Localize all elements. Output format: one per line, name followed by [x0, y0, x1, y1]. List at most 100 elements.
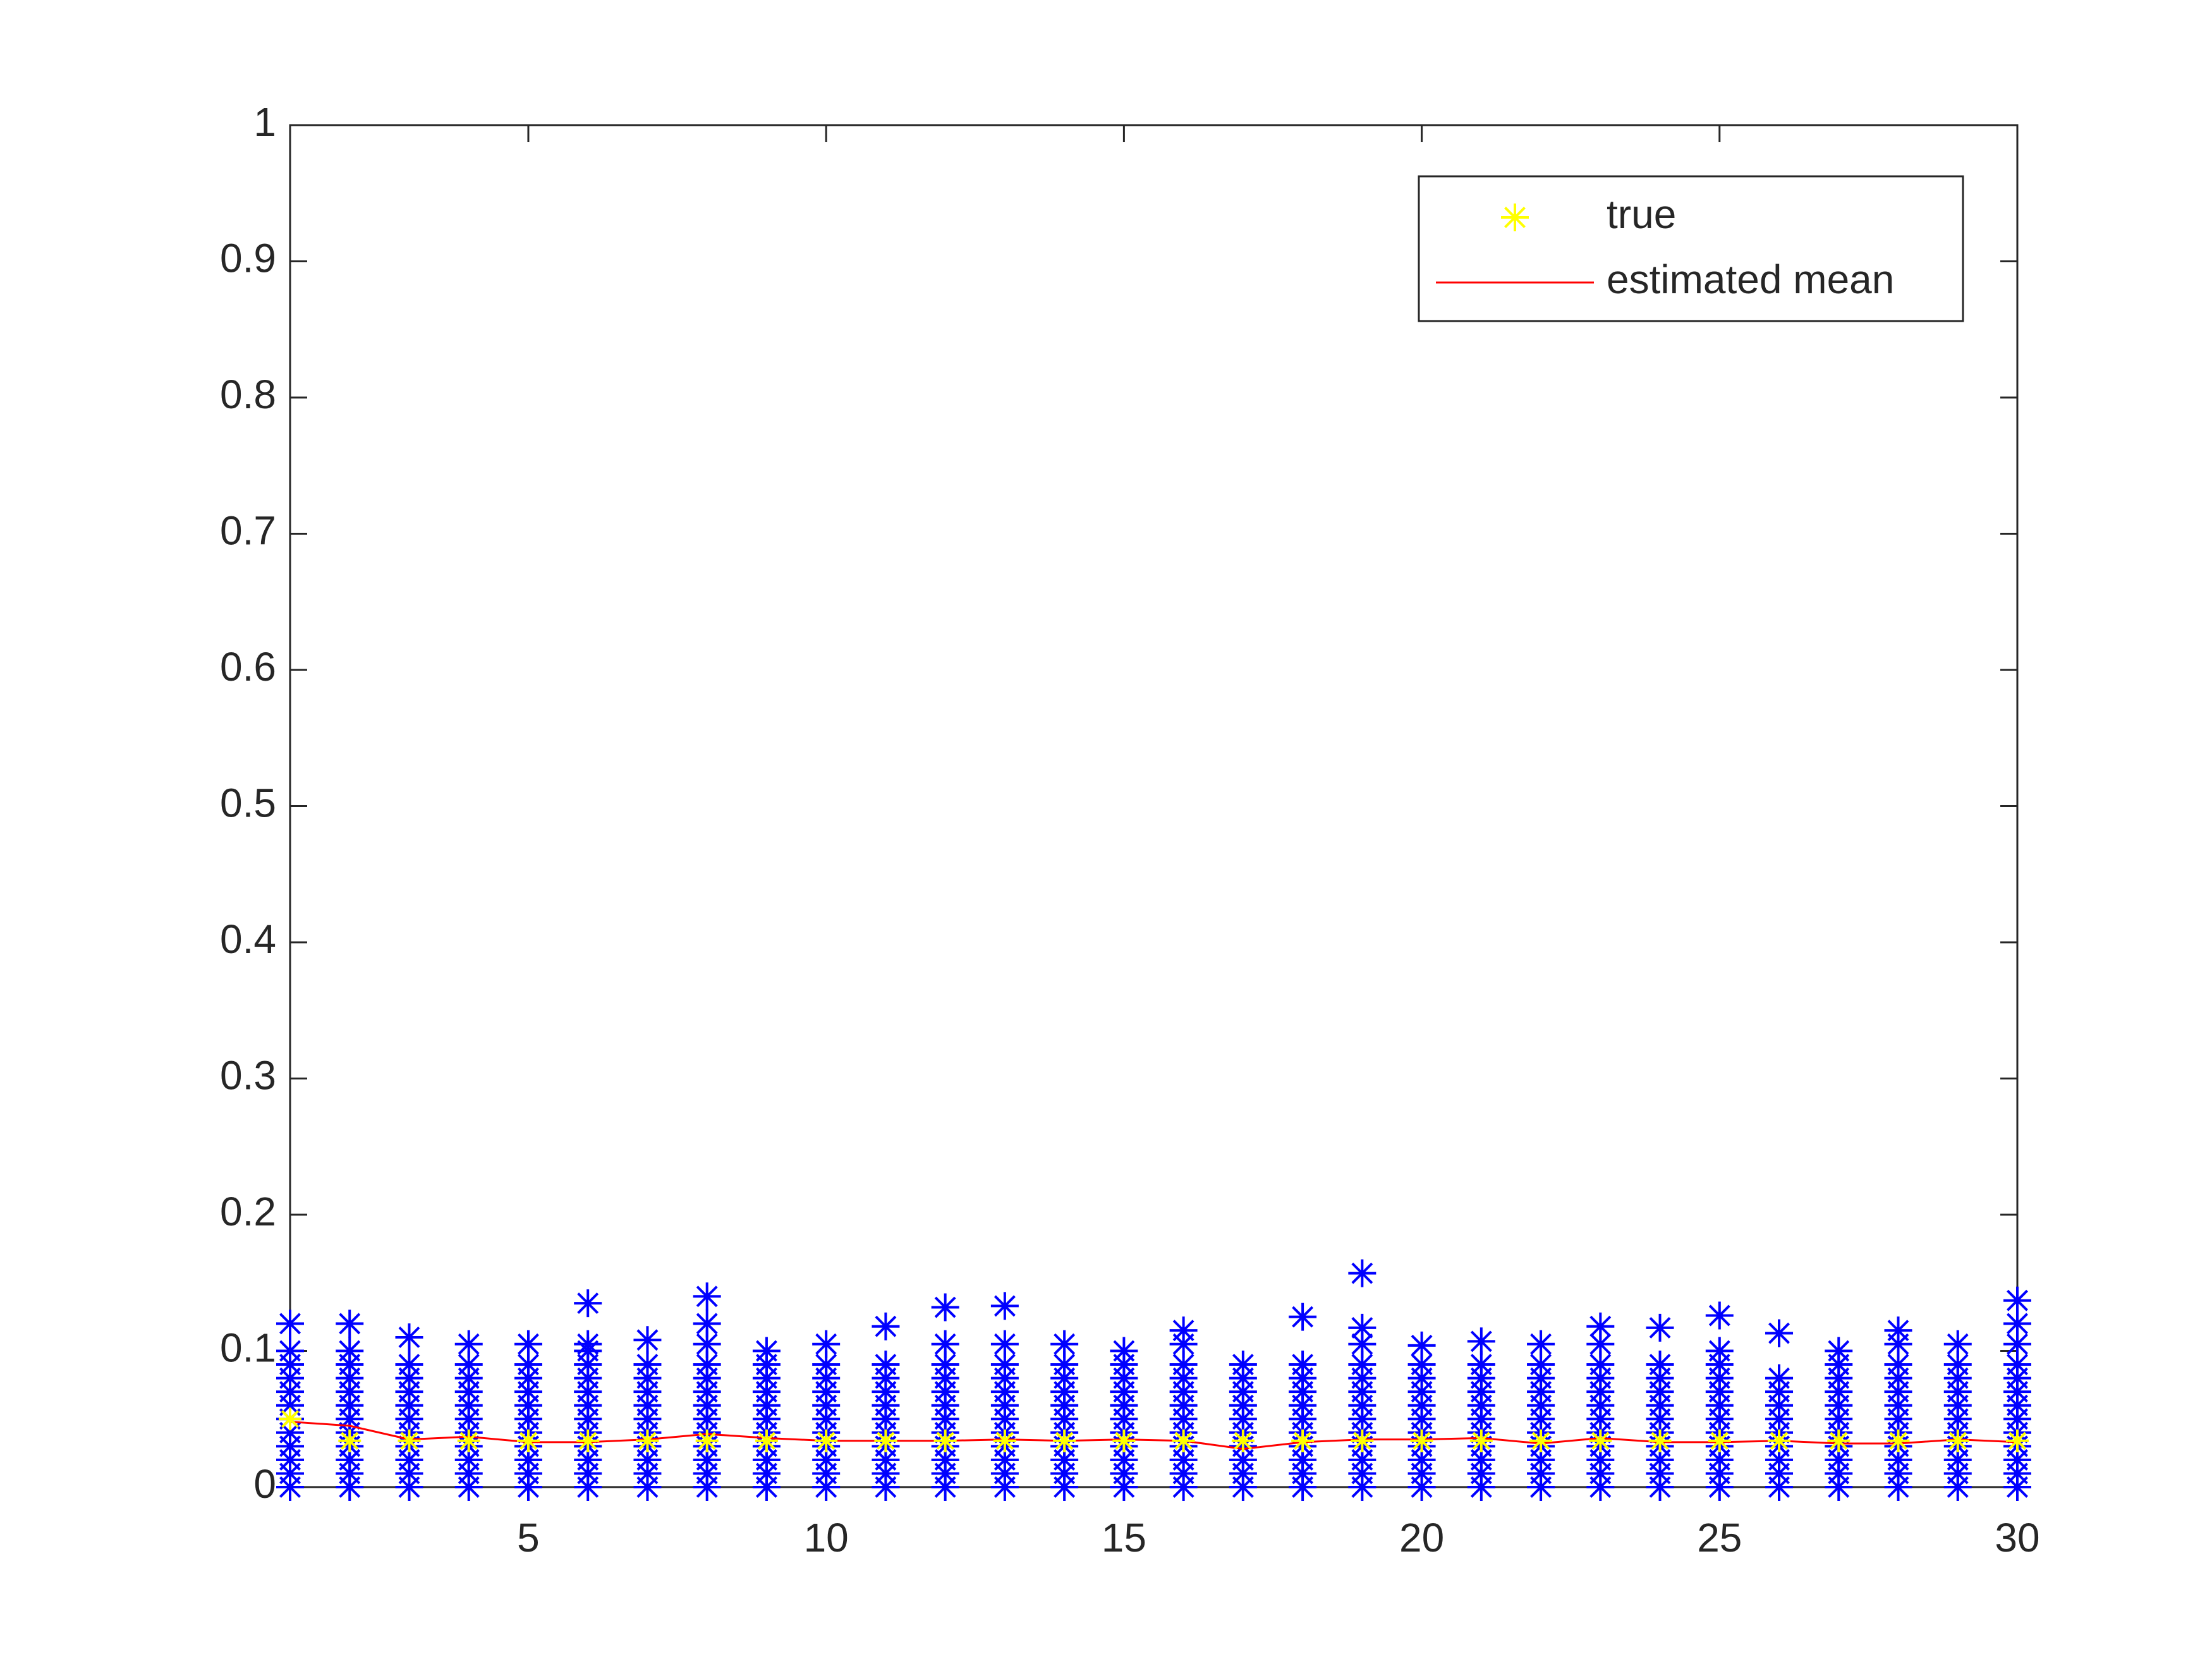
y-tick-label: 0.4	[220, 916, 276, 962]
x-tick-label: 30	[1995, 1515, 2039, 1560]
true-point	[874, 1429, 897, 1452]
sample-point	[574, 1330, 602, 1358]
true-point	[1589, 1429, 1612, 1452]
sample-point	[395, 1351, 423, 1379]
sample-point	[1884, 1316, 1912, 1345]
sample-point	[812, 1351, 841, 1379]
sample-point	[931, 1293, 959, 1322]
x-tick-label: 25	[1697, 1515, 1742, 1560]
sample-point	[1765, 1319, 1794, 1347]
sample-point	[276, 1310, 304, 1338]
true-point	[1887, 1429, 1910, 1452]
sample-point	[2003, 1286, 2031, 1315]
sample-point	[2003, 1351, 2031, 1379]
sample-point	[1050, 1330, 1079, 1358]
y-tick-label: 0.6	[220, 644, 276, 690]
sample-point	[1169, 1351, 1198, 1379]
sample-point	[990, 1292, 1019, 1320]
sample-point	[1289, 1351, 1317, 1379]
sample-point	[693, 1351, 721, 1379]
sample-point	[1646, 1313, 1674, 1342]
sample-point	[990, 1330, 1019, 1358]
sample-point	[693, 1330, 721, 1358]
true-point	[1768, 1429, 1791, 1452]
sample-point	[1527, 1351, 1555, 1379]
true-point	[1648, 1429, 1672, 1452]
y-tick-label: 1	[253, 99, 276, 145]
sample-point	[1527, 1330, 1555, 1358]
x-tick-label: 5	[517, 1515, 540, 1560]
sample-point	[395, 1323, 423, 1351]
sample-point	[1050, 1351, 1079, 1379]
sample-point	[872, 1312, 900, 1340]
sample-point	[514, 1330, 542, 1358]
sample-point	[1467, 1327, 1495, 1356]
sample-point	[1289, 1303, 1317, 1331]
sample-point	[1825, 1337, 1853, 1365]
x-tick-label: 15	[1102, 1515, 1146, 1560]
sample-point	[1705, 1337, 1734, 1365]
sample-point	[1586, 1312, 1615, 1340]
sample-point	[574, 1289, 602, 1318]
true-point	[636, 1429, 659, 1452]
true-point	[1529, 1429, 1553, 1452]
sample-point	[1348, 1351, 1376, 1379]
x-tick-label: 10	[804, 1515, 849, 1560]
sample-point	[1110, 1337, 1138, 1365]
y-tick-label: 0	[253, 1461, 276, 1507]
sample-point	[1169, 1316, 1198, 1345]
sample-point	[693, 1310, 721, 1338]
true-point	[279, 1407, 301, 1431]
sample-point	[1646, 1351, 1674, 1379]
sample-point	[633, 1326, 662, 1354]
sample-point	[1586, 1330, 1615, 1358]
true-point	[695, 1429, 719, 1452]
true-point	[815, 1429, 838, 1452]
true-point	[933, 1429, 957, 1452]
true-point	[576, 1429, 600, 1452]
sample-point	[931, 1351, 959, 1379]
true-point	[1827, 1429, 1850, 1452]
sample-point	[1765, 1364, 1794, 1392]
legend-box	[1418, 175, 1964, 322]
true-point	[1410, 1429, 1433, 1452]
sample-point	[990, 1351, 1019, 1379]
legend-label: estimated mean	[1607, 257, 1894, 302]
sample-point	[336, 1310, 364, 1338]
sample-point	[2003, 1310, 2031, 1338]
y-tick-label: 0.8	[220, 372, 276, 417]
true-point	[398, 1429, 421, 1452]
sample-point	[812, 1330, 841, 1358]
sample-point	[336, 1337, 364, 1365]
sample-point	[872, 1351, 900, 1379]
y-tick-label: 0.7	[220, 507, 276, 553]
sample-point	[693, 1282, 721, 1311]
sample-point	[454, 1330, 483, 1358]
sample-point	[1884, 1351, 1912, 1379]
sample-point	[633, 1351, 662, 1379]
true-point	[1231, 1429, 1255, 1452]
sample-point	[514, 1351, 542, 1379]
true-point	[1172, 1429, 1195, 1452]
sample-point	[276, 1337, 304, 1365]
sample-point	[454, 1351, 483, 1379]
sample-point	[1586, 1351, 1615, 1379]
true-point	[1469, 1429, 1493, 1452]
sample-point	[1943, 1351, 1972, 1379]
sample-point	[931, 1330, 959, 1358]
sample-point	[1467, 1351, 1495, 1379]
sample-point	[752, 1337, 781, 1365]
true-point	[1351, 1429, 1374, 1452]
sample-point	[1348, 1259, 1376, 1287]
true-point	[755, 1429, 778, 1452]
true-point	[1053, 1429, 1076, 1452]
true-point	[993, 1429, 1016, 1452]
sample-point	[1229, 1351, 1257, 1379]
sample-point	[1407, 1351, 1436, 1379]
sample-point	[1943, 1330, 1972, 1358]
sample-point	[1348, 1330, 1376, 1358]
legend-swatch	[1501, 204, 1529, 231]
y-tick-label: 0.3	[220, 1052, 276, 1098]
sample-point	[1407, 1331, 1436, 1359]
